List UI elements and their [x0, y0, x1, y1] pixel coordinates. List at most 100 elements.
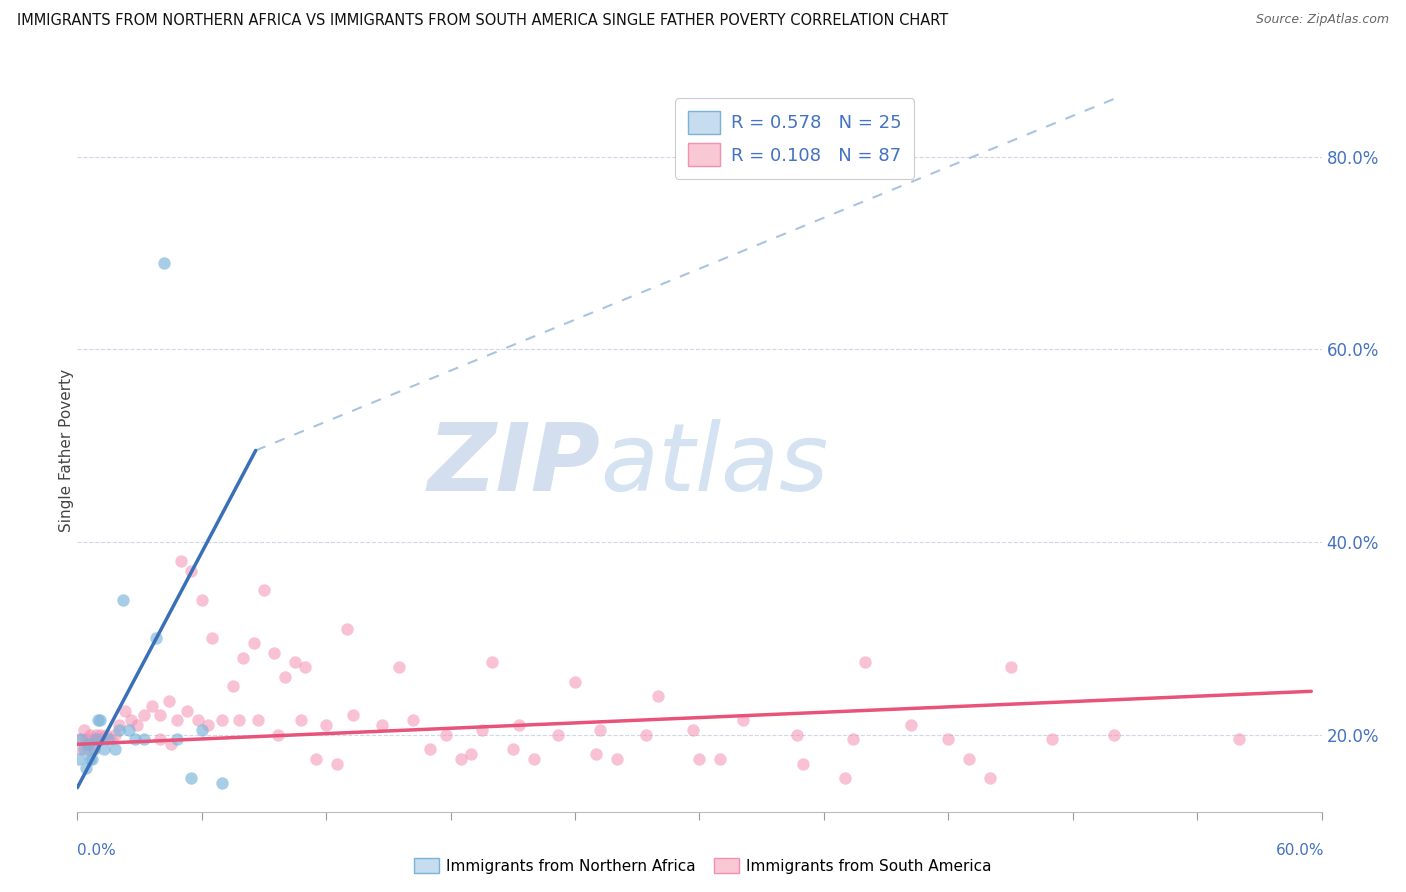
Point — [153, 255, 176, 269]
Point — [1040, 732, 1063, 747]
Point — [91, 732, 114, 747]
Point — [1227, 732, 1250, 747]
Point — [957, 752, 980, 766]
Point — [145, 632, 167, 646]
Point — [211, 713, 233, 727]
Point — [305, 752, 328, 766]
Point — [731, 713, 754, 727]
Point — [75, 761, 97, 775]
Legend: R = 0.578   N = 25, R = 0.108   N = 87: R = 0.578 N = 25, R = 0.108 N = 87 — [675, 98, 914, 179]
Point — [709, 752, 731, 766]
Point — [508, 718, 530, 732]
Point — [792, 756, 814, 771]
Text: 60.0%: 60.0% — [1277, 843, 1324, 858]
Point — [83, 742, 105, 756]
Point — [246, 713, 269, 727]
Point — [89, 728, 111, 742]
Point — [84, 732, 107, 747]
Point — [159, 737, 181, 751]
Point — [84, 728, 107, 742]
Point — [450, 752, 472, 766]
Point — [79, 752, 101, 766]
Point — [290, 713, 312, 727]
Text: atlas: atlas — [600, 419, 828, 510]
Point — [93, 742, 115, 756]
Point — [149, 732, 172, 747]
Point — [201, 632, 224, 646]
Point — [855, 656, 877, 670]
Point — [900, 718, 922, 732]
Point — [104, 728, 127, 742]
Point — [80, 752, 103, 766]
Point — [232, 650, 254, 665]
Point — [263, 646, 285, 660]
Point — [402, 713, 425, 727]
Point — [97, 732, 120, 747]
Text: 0.0%: 0.0% — [77, 843, 117, 858]
Point — [274, 670, 297, 684]
Point — [842, 732, 865, 747]
Point — [938, 732, 960, 747]
Point — [83, 742, 105, 756]
Point — [75, 732, 97, 747]
Point — [242, 636, 264, 650]
Point — [180, 771, 202, 785]
Point — [606, 752, 628, 766]
Point — [564, 674, 586, 689]
Point — [104, 742, 127, 756]
Point — [114, 704, 136, 718]
Point — [111, 592, 134, 607]
Point — [170, 554, 193, 568]
Point — [325, 756, 347, 771]
Point — [336, 622, 359, 636]
Point — [634, 728, 657, 742]
Point — [141, 698, 163, 713]
Point — [786, 728, 808, 742]
Point — [176, 704, 198, 718]
Point — [585, 747, 607, 761]
Point — [87, 713, 110, 727]
Point — [388, 660, 411, 674]
Point — [166, 713, 188, 727]
Point — [371, 718, 394, 732]
Point — [96, 728, 118, 742]
Point — [70, 732, 93, 747]
Point — [67, 752, 90, 766]
Point — [589, 723, 612, 737]
Point — [419, 742, 441, 756]
Point — [834, 771, 856, 785]
Point — [547, 728, 569, 742]
Point — [127, 718, 149, 732]
Point — [67, 732, 90, 747]
Point — [284, 656, 307, 670]
Point — [79, 728, 101, 742]
Point — [180, 564, 202, 578]
Point — [682, 723, 704, 737]
Point — [132, 708, 155, 723]
Point — [315, 718, 337, 732]
Point — [191, 592, 214, 607]
Point — [294, 660, 316, 674]
Point — [222, 680, 245, 694]
Point — [76, 737, 98, 751]
Point — [342, 708, 364, 723]
Point — [76, 742, 98, 756]
Point — [100, 732, 122, 747]
Point — [80, 732, 103, 747]
Point — [89, 713, 111, 727]
Point — [72, 723, 94, 737]
Point — [647, 689, 669, 703]
Point — [149, 708, 172, 723]
Point — [187, 713, 209, 727]
Point — [166, 732, 188, 747]
Point — [481, 656, 503, 670]
Point — [1000, 660, 1022, 674]
Point — [108, 718, 131, 732]
Legend: Immigrants from Northern Africa, Immigrants from South America: Immigrants from Northern Africa, Immigra… — [408, 852, 998, 880]
Point — [157, 694, 180, 708]
Text: IMMIGRANTS FROM NORTHERN AFRICA VS IMMIGRANTS FROM SOUTH AMERICA SINGLE FATHER P: IMMIGRANTS FROM NORTHERN AFRICA VS IMMIG… — [17, 13, 948, 29]
Point — [979, 771, 1001, 785]
Y-axis label: Single Father Poverty: Single Father Poverty — [59, 369, 73, 532]
Point — [460, 747, 482, 761]
Text: Source: ZipAtlas.com: Source: ZipAtlas.com — [1256, 13, 1389, 27]
